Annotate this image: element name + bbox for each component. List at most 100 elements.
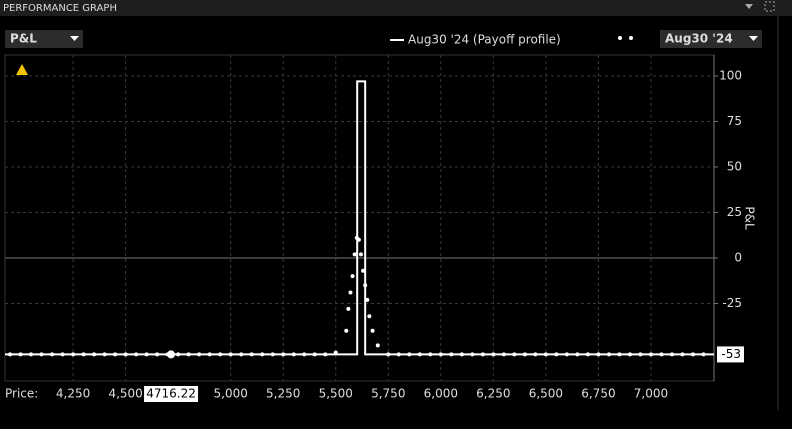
- payoff-dot: [344, 328, 349, 333]
- payoff-dot: [92, 352, 97, 357]
- payoff-dot: [627, 352, 632, 357]
- payoff-dot: [585, 352, 590, 357]
- warning-icon[interactable]: [16, 64, 28, 75]
- payoff-dot: [102, 352, 107, 357]
- payoff-dot: [367, 314, 372, 319]
- payoff-dot: [39, 352, 44, 357]
- payoff-dot: [29, 352, 34, 357]
- payoff-dot: [113, 352, 118, 357]
- payoff-dot: [260, 352, 265, 357]
- payoff-dot: [428, 352, 433, 357]
- y-tick-label: 50: [727, 159, 742, 173]
- payoff-dot: [543, 352, 548, 357]
- payoff-dot: [491, 352, 496, 357]
- date-dropdown[interactable]: [660, 30, 762, 48]
- x-tick-label: 5,500: [319, 387, 353, 401]
- payoff-dot: [638, 352, 643, 357]
- x-tick-label: 4,250: [56, 387, 90, 401]
- payoff-dot: [669, 352, 674, 357]
- legend-dot-symbol: [629, 36, 633, 40]
- current-price-box: [144, 386, 199, 402]
- payoff-dot: [186, 352, 191, 357]
- payoff-dot: [361, 268, 366, 273]
- payoff-dot: [323, 352, 328, 357]
- current-price-label: 4716.22: [146, 387, 196, 401]
- legend-label: Aug30 '24 (Payoff profile): [408, 33, 561, 47]
- payoff-dot: [144, 352, 149, 357]
- payoff-dot: [312, 352, 317, 357]
- payoff-dot: [291, 352, 296, 357]
- x-tick-label: 4,500: [108, 387, 142, 401]
- payoff-dot: [690, 352, 695, 357]
- payoff-dot: [358, 252, 363, 257]
- payoff-dot: [350, 274, 355, 279]
- payoff-dot: [501, 352, 506, 357]
- x-tick-label: 6,250: [476, 387, 510, 401]
- date-label: Aug30 '24: [665, 32, 733, 46]
- payoff-dot: [407, 352, 412, 357]
- payoff-dot: [522, 352, 527, 357]
- legend-dot-symbol: [618, 36, 622, 40]
- payoff-dot: [71, 352, 76, 357]
- metric-dropdown[interactable]: [5, 30, 83, 48]
- x-tick-label: 7,000: [634, 387, 668, 401]
- payoff-dot: [352, 252, 357, 257]
- payoff-dot: [680, 352, 685, 357]
- y-tick-label: -25: [722, 296, 742, 310]
- payoff-dot: [459, 352, 464, 357]
- current-pnl-label: -53: [721, 347, 741, 361]
- payoff-dot: [438, 352, 443, 357]
- menu-arrow[interactable]: [745, 4, 753, 9]
- header-bar: [0, 0, 792, 16]
- payoff-dot: [365, 297, 370, 302]
- payoff-dot: [449, 352, 454, 357]
- payoff-dot: [596, 352, 601, 357]
- payoff-dot: [396, 352, 401, 357]
- payoff-dot: [564, 352, 569, 357]
- payoff-dot: [417, 352, 422, 357]
- payoff-dot: [375, 343, 380, 348]
- payoff-dot: [356, 237, 361, 242]
- y-tick-label: 75: [727, 114, 742, 128]
- payoff-dot: [470, 352, 475, 357]
- detach-button[interactable]: [764, 1, 775, 12]
- payoff-dot: [155, 352, 160, 357]
- payoff-dot: [363, 283, 368, 288]
- payoff-line: [5, 80, 714, 356]
- y-tick-label: 25: [727, 205, 742, 219]
- payoff-dot: [386, 352, 391, 357]
- payoff-dot: [81, 352, 86, 357]
- payoff-dot: [617, 352, 622, 357]
- x-tick-label: 6,750: [581, 387, 615, 401]
- payoff-dot: [648, 352, 653, 357]
- x-tick-label: 5,000: [214, 387, 248, 401]
- payoff-dot: [701, 352, 706, 357]
- payoff-dot: [302, 352, 307, 357]
- payoff-dot: [270, 352, 275, 357]
- payoff-dot: [207, 352, 212, 357]
- x-tick-label: 6,500: [529, 387, 563, 401]
- x-tick-label: 6,000: [424, 387, 458, 401]
- payoff-dot: [281, 352, 286, 357]
- payoff-dot: [228, 352, 233, 357]
- payoff-dot: [123, 352, 128, 357]
- payoff-dot: [197, 352, 202, 357]
- payoff-dot: [554, 352, 559, 357]
- payoff-dot: [249, 352, 254, 357]
- payoff-dot: [533, 352, 538, 357]
- payoff-dot: [480, 352, 485, 357]
- payoff-dot: [18, 352, 23, 357]
- payoff-dot: [134, 352, 139, 357]
- payoff-dot: [50, 352, 55, 357]
- payoff-dot: [512, 352, 517, 357]
- payoff-dot: [218, 352, 223, 357]
- dropdown-arrow: [70, 36, 79, 41]
- payoff-dot: [60, 352, 65, 357]
- payoff-dot: [370, 328, 375, 333]
- payoff-dot: [575, 352, 580, 357]
- payoff-dot: [333, 350, 338, 355]
- current-price-marker: [167, 350, 176, 359]
- x-tick-label: 5,250: [266, 387, 300, 401]
